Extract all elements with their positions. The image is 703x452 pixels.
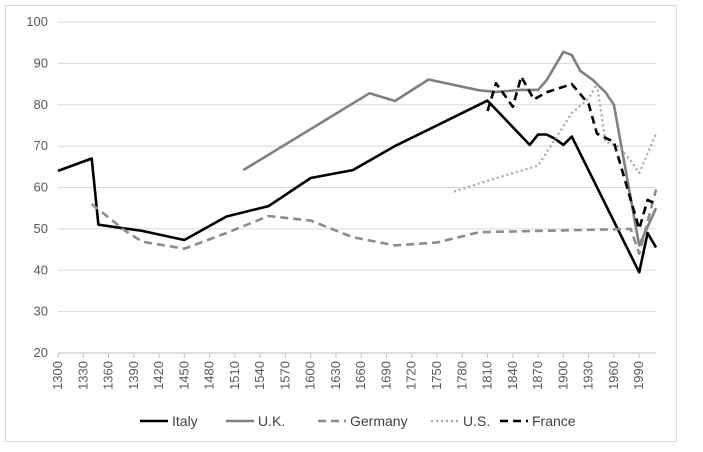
x-tick-label: 1660	[353, 361, 368, 390]
x-tick-label: 1450	[176, 361, 191, 390]
x-tick-label: 1810	[480, 361, 495, 390]
y-tick-label: 70	[34, 138, 48, 153]
x-tick-label: 1360	[101, 361, 116, 390]
x-tick-label: 1510	[227, 361, 242, 390]
y-tick-label: 60	[34, 180, 48, 195]
series-line-italy	[57, 99, 658, 274]
x-tick-label: 1570	[277, 361, 292, 390]
y-axis: 20 30 40 50 60 70 80 90 100	[26, 14, 48, 360]
y-tick-label: 40	[34, 262, 48, 277]
x-tick-label: 1720	[404, 361, 419, 390]
series-lines	[57, 50, 658, 274]
series-line-germany	[90, 189, 658, 255]
legend: Italy U.K. Germany U.S. France	[140, 413, 576, 429]
y-tick-label: 30	[34, 304, 48, 319]
x-tick-label: 1750	[429, 361, 444, 390]
x-tick-label: 1900	[555, 361, 570, 390]
y-tick-label: 20	[34, 345, 48, 360]
legend-label: U.S.	[463, 413, 490, 429]
legend-label: U.K.	[258, 413, 285, 429]
legend-label: Germany	[350, 413, 408, 429]
x-axis: 1300 1330 1360 1390 1420 1450 1480 1510 1540 1570…	[50, 352, 656, 390]
series-line-france	[486, 75, 657, 231]
x-tick-label: 1630	[328, 361, 343, 390]
x-tick-label: 1600	[303, 361, 318, 390]
x-tick-label: 1870	[530, 361, 545, 390]
legend-label: France	[532, 413, 576, 429]
x-tick-label: 1960	[606, 361, 621, 390]
y-tick-label: 50	[34, 221, 48, 236]
series-line-us	[453, 83, 658, 193]
legend-label: Italy	[172, 413, 198, 429]
x-tick-label: 1930	[581, 361, 596, 390]
x-tick-label: 1540	[252, 361, 267, 390]
x-tick-label: 1780	[454, 361, 469, 390]
series-line-uk	[242, 50, 658, 247]
y-tick-label: 100	[26, 14, 48, 29]
gridlines	[58, 21, 656, 354]
y-tick-label: 80	[34, 97, 48, 112]
y-tick-label: 90	[34, 55, 48, 70]
x-tick-label: 1990	[631, 361, 646, 390]
x-tick-label: 1300	[50, 361, 65, 390]
x-tick-label: 1420	[151, 361, 166, 390]
x-tick-label: 1840	[505, 361, 520, 390]
x-tick-label: 1690	[378, 361, 393, 390]
x-tick-label: 1480	[202, 361, 217, 390]
x-tick-label: 1330	[75, 361, 90, 390]
x-tick-label: 1390	[126, 361, 141, 390]
